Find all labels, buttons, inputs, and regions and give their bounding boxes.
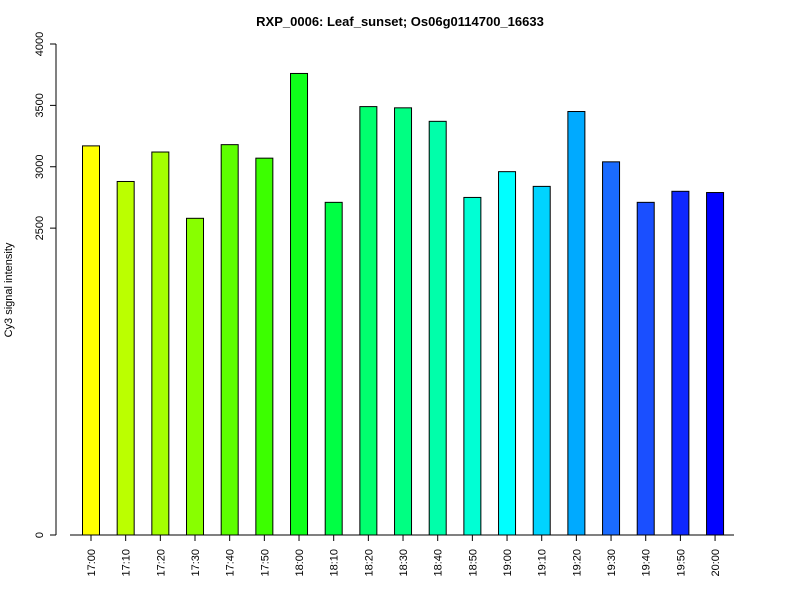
bar <box>116 180 135 536</box>
y-axis: 0 2500 3000 3500 4000 <box>34 32 57 538</box>
bar <box>359 106 378 536</box>
x-tick-label: 19:20 <box>571 549 583 577</box>
bar <box>255 157 274 536</box>
y-tick-label: 0 <box>34 532 46 538</box>
bar <box>602 161 621 536</box>
bars <box>82 72 725 536</box>
x-tick-label: 18:10 <box>329 549 341 577</box>
x-tick-label: 18:00 <box>294 549 306 577</box>
bar <box>220 144 239 536</box>
x-tick-label: 17:40 <box>225 549 237 577</box>
y-tick-label: 2500 <box>34 216 46 240</box>
bar <box>324 201 343 536</box>
x-tick-label: 19:00 <box>502 549 514 577</box>
bar <box>463 196 482 536</box>
bar <box>706 192 725 536</box>
bar <box>151 151 170 536</box>
bar <box>394 107 413 536</box>
x-tick-label: 20:00 <box>710 549 722 577</box>
x-axis: 17:00 17:10 17:20 17:30 17:40 17:50 18:00 18:10… <box>70 534 734 577</box>
x-tick-label: 17:30 <box>190 549 202 577</box>
bar <box>498 171 517 536</box>
x-tick-label: 18:30 <box>398 549 410 577</box>
x-tick-label: 17:50 <box>259 549 271 577</box>
chart-title: RXP_0006: Leaf_sunset; Os06g0114700_1663… <box>256 14 544 29</box>
y-tick-label: 4000 <box>34 32 46 56</box>
bar <box>290 72 309 536</box>
x-tick-label: 19:40 <box>641 549 653 577</box>
x-tick-label: 17:20 <box>155 549 167 577</box>
x-tick-label: 18:50 <box>467 549 479 577</box>
y-tick-label: 3500 <box>34 93 46 117</box>
bar <box>671 190 690 536</box>
x-tick-label: 19:30 <box>606 549 618 577</box>
x-tick-label: 17:00 <box>86 549 98 577</box>
x-tick-label: 19:50 <box>675 549 687 577</box>
y-tick-label: 3000 <box>34 155 46 179</box>
bar <box>82 145 100 536</box>
bar <box>567 111 586 536</box>
x-tick-label: 18:20 <box>363 549 375 577</box>
bar <box>636 201 655 536</box>
bar <box>428 120 447 536</box>
y-axis-label: Cy3 signal intensity <box>3 242 15 337</box>
bar <box>532 185 551 536</box>
x-tick-label: 17:10 <box>121 549 133 577</box>
x-tick-label: 19:10 <box>537 549 549 577</box>
bar <box>186 217 205 536</box>
x-tick-label: 18:40 <box>433 549 445 577</box>
